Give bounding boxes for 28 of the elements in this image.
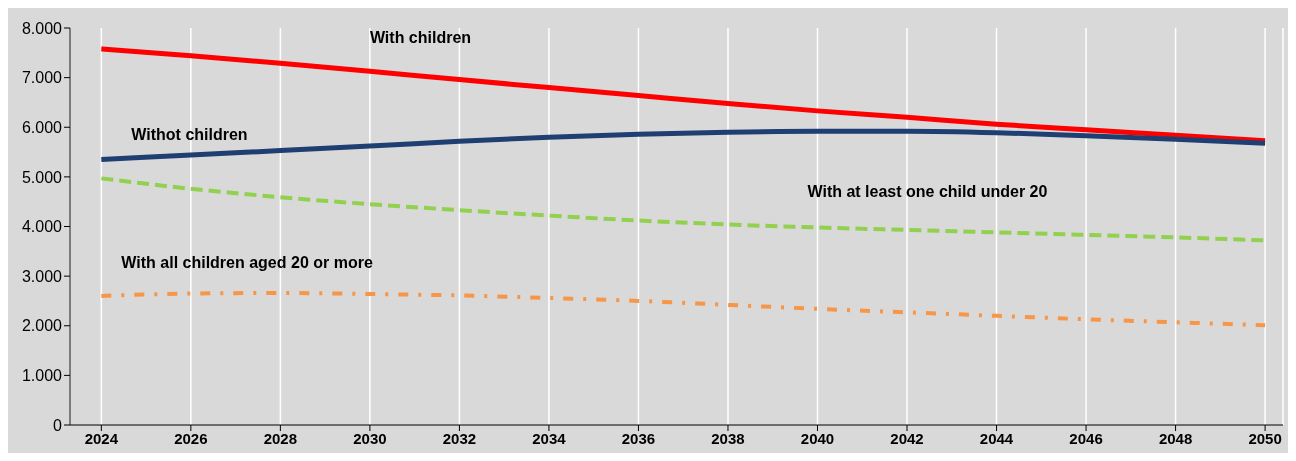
x-tick-label: 2036 [621, 429, 656, 447]
series-label: With all children aged 20 or more [121, 253, 373, 271]
line-series [99, 291, 1268, 328]
x-tick-label: 2026 [174, 429, 208, 447]
x-tick-label: 2038 [711, 429, 745, 447]
series-label: Withot children [131, 125, 248, 143]
y-tick-label: 5.000 [21, 168, 63, 186]
x-tick-label: 2048 [1158, 429, 1193, 447]
y-tick-label: 7.000 [21, 69, 63, 87]
y-tick-label: 8.000 [21, 19, 63, 37]
x-tick-label: 2044 [979, 429, 1014, 447]
x-tick-label: 2050 [1248, 429, 1282, 447]
x-tick-label: 2046 [1069, 429, 1103, 447]
series-label: With children [369, 29, 472, 47]
x-tick-label: 2040 [800, 429, 835, 447]
series-label: With at least one child under 20 [807, 183, 1048, 201]
y-tick-label: 6.000 [21, 118, 63, 136]
y-tick-label: 4.000 [21, 218, 63, 236]
x-tick-label: 2030 [353, 429, 387, 447]
x-tick-label: 2028 [263, 429, 298, 447]
x-tick-label: 2024 [84, 429, 119, 447]
y-tick-label: 2.000 [21, 317, 63, 335]
x-tick-label: 2032 [442, 429, 477, 447]
y-tick-label: 3.000 [21, 267, 63, 285]
y-tick-label: 0 [53, 416, 63, 434]
y-tick-label: 1.000 [21, 367, 63, 385]
x-tick-label: 2034 [532, 429, 567, 447]
x-tick-label: 2042 [890, 429, 924, 447]
